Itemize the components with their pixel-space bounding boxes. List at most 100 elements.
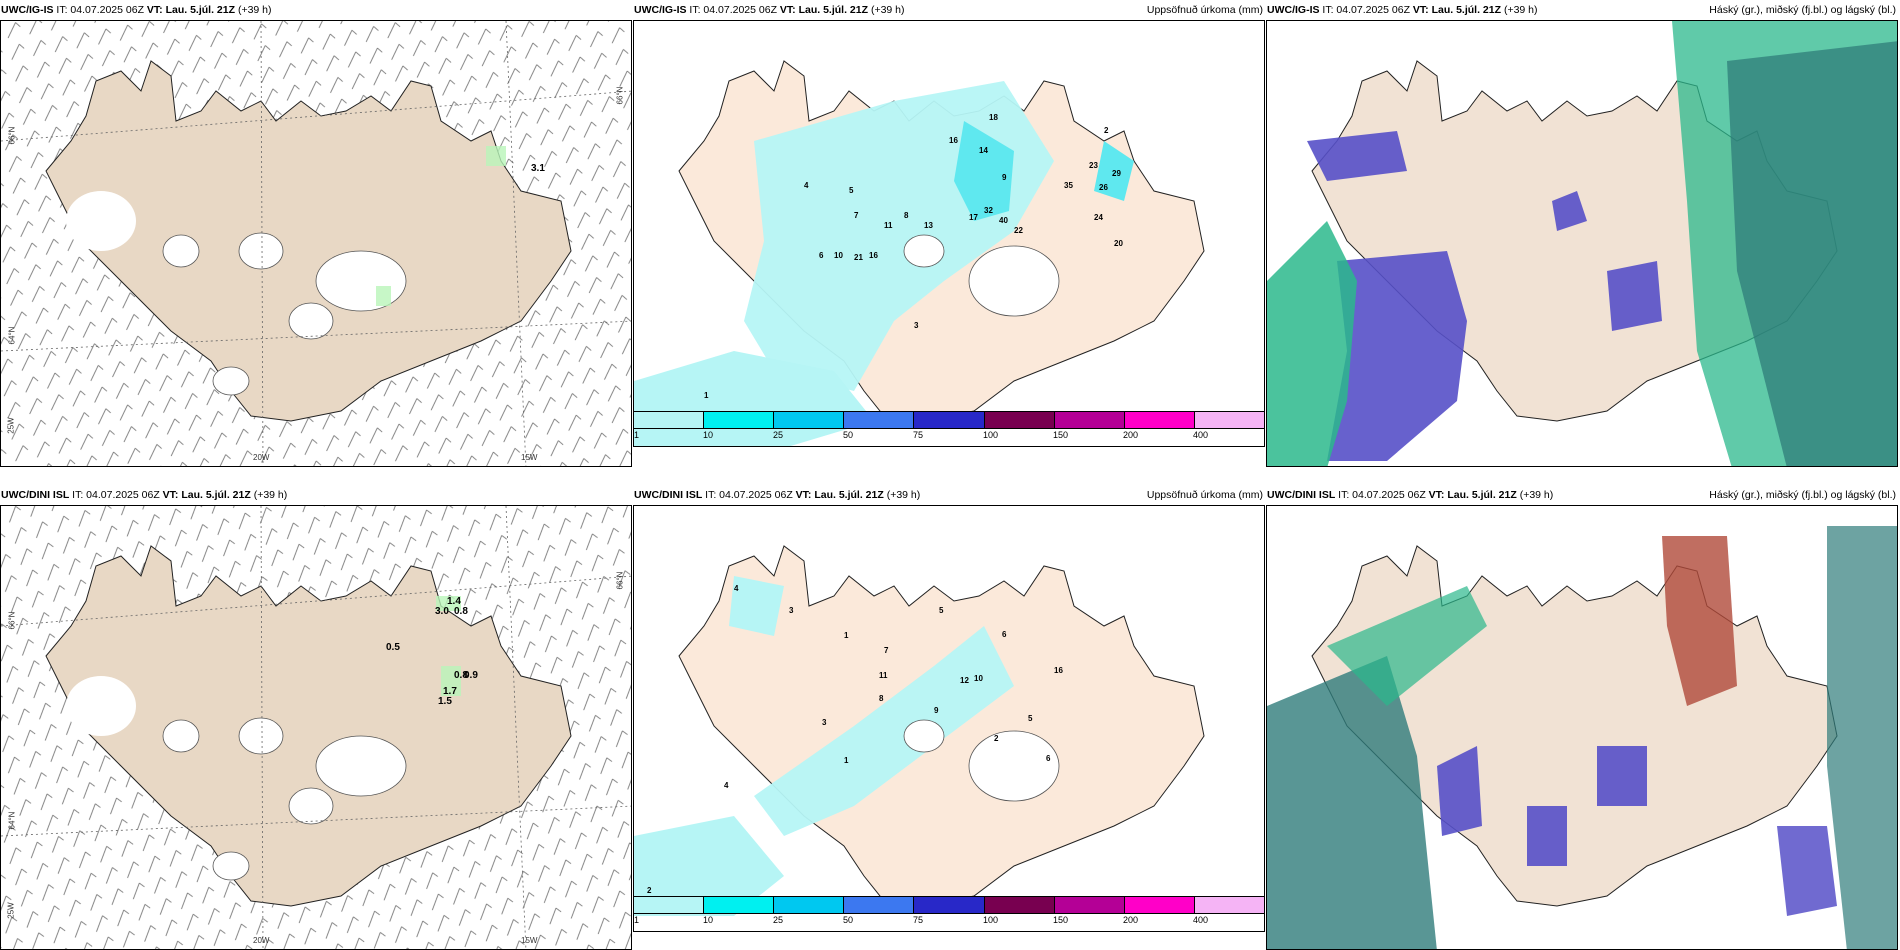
panel-wind-ig-is: UWC/IG-IS IT: 04.07.2025 06Z VT: Lau. 5.… [0, 0, 632, 467]
wind-map: 1.4 3.0 0.8 0.5 0.8 0.9 1.7 1.5 66°N 66°… [0, 505, 632, 950]
valid-time: Lau. 5.júl. 21Z [165, 4, 236, 16]
legend-swatch [704, 897, 775, 913]
lat-label: 64°N [7, 811, 17, 830]
precip-value: 0.8 [454, 670, 468, 681]
legend-swatch [774, 412, 845, 428]
panel-precip-dini: UWC/DINI ISL IT: 04.07.2025 06Z VT: Lau.… [633, 485, 1265, 932]
panel-header: UWC/DINI ISL IT: 04.07.2025 06Z VT: Lau.… [0, 485, 632, 505]
legend-swatch [914, 897, 985, 913]
legend-tick: 400 [1193, 915, 1209, 925]
valid-time: Lau. 5.júl. 21Z [1431, 4, 1502, 16]
lead-time: (+39 h) [870, 4, 905, 16]
lead-time: (+39 h) [886, 489, 921, 501]
init-time: IT: 04.07.2025 06Z [56, 4, 144, 16]
precip-value: 3.1 [531, 163, 545, 174]
lon-label: 20W [253, 453, 270, 462]
precip-label: 2 [647, 886, 652, 895]
valid-time: Lau. 5.júl. 21Z [181, 489, 251, 501]
precip-label: 5 [849, 186, 854, 195]
precip-label: 10 [834, 251, 843, 260]
legend-tick: 100 [983, 430, 999, 440]
precip-label: 6 [1002, 630, 1007, 639]
lat-label: 66°N [7, 126, 17, 145]
precip-legend: 1 10 25 50 75 100 150 200 400 [633, 411, 1265, 445]
legend-tick: 10 [703, 430, 714, 440]
model-name: UWC/DINI ISL [1, 489, 70, 501]
precip-label: 2 [994, 734, 999, 743]
vt-label: VT: [1428, 489, 1445, 501]
panel-clouds-dini: UWC/DINI ISL IT: 04.07.2025 06Z VT: Lau.… [1266, 485, 1898, 950]
lat-label: 66°N [7, 611, 17, 630]
legend-tick: 50 [843, 430, 854, 440]
vt-label: VT: [146, 4, 163, 16]
precip-label: 7 [884, 646, 889, 655]
legend-swatch [1054, 412, 1125, 428]
lon-label: 25W [6, 902, 16, 919]
lat-label: 64°N [7, 326, 17, 345]
panel-header: UWC/IG-IS IT: 04.07.2025 06Z VT: Lau. 5.… [633, 0, 1265, 20]
precip-label: 16 [869, 251, 878, 260]
precip-value: 1.4 [447, 596, 461, 607]
precip-value: 3.0 [435, 606, 449, 617]
precip-label: 20 [1114, 239, 1123, 248]
legend-swatch [984, 412, 1055, 428]
precip-label: 10 [974, 674, 983, 683]
precip-value: 0.9 [464, 670, 478, 681]
legend-swatch [704, 412, 775, 428]
legend-tick: 1 [634, 915, 640, 925]
wind-map: 3.1 66°N 66°N 64°N 20W 15W 25W [0, 20, 632, 467]
precip-label: 11 [879, 671, 888, 680]
precip-label: 3 [789, 606, 794, 615]
model-name: UWC/IG-IS [634, 4, 687, 16]
precip-value: 0.8 [454, 606, 468, 617]
lon-label: 25W [6, 417, 16, 434]
precip-label: 12 [960, 676, 969, 685]
lon-label: 15W [521, 936, 538, 945]
valid-time: Lau. 5.júl. 21Z [798, 4, 869, 16]
model-name: UWC/DINI ISL [634, 489, 703, 501]
legend-swatch [844, 412, 915, 428]
legend-swatch [1194, 412, 1264, 428]
precip-label: 4 [804, 181, 809, 190]
precip-map: 18 32 40 22 35 23 29 26 24 20 16 17 9 21… [633, 20, 1265, 447]
lat-label: 66°N [615, 86, 625, 105]
lat-label: 66°N [615, 571, 625, 590]
precip-label: 8 [904, 211, 909, 220]
precip-label: 23 [1089, 161, 1098, 170]
legend-tick: 75 [913, 915, 924, 925]
precip-label: 29 [1112, 169, 1121, 178]
cloud-map [1266, 20, 1898, 467]
panel-title: Háský (gr.), miðský (fj.bl.) og lágský (… [1709, 4, 1896, 16]
precip-label: 22 [1014, 226, 1023, 235]
precip-value: 1.7 [443, 686, 457, 697]
lead-time: (+39 h) [237, 4, 272, 16]
vt-label: VT: [1412, 4, 1429, 16]
panel-clouds-ig-is: UWC/IG-IS IT: 04.07.2025 06Z VT: Lau. 5.… [1266, 0, 1898, 467]
precip-value: 1.5 [438, 696, 452, 707]
panel-title: Háský (gr.), miðský (fj.bl.) og lágský (… [1709, 489, 1896, 501]
precip-label: 13 [924, 221, 933, 230]
legend-tick: 25 [773, 430, 784, 440]
precip-label: 4 [724, 781, 729, 790]
iceland-map-wind [1, 506, 631, 949]
precip-label: 14 [979, 146, 988, 155]
vt-label: VT: [795, 489, 812, 501]
legend-tick: 1 [634, 430, 640, 440]
iceland-map-clouds [1267, 21, 1897, 466]
precip-label: 16 [1054, 666, 1063, 675]
precip-label: 5 [939, 606, 944, 615]
panel-wind-dini: UWC/DINI ISL IT: 04.07.2025 06Z VT: Lau.… [0, 485, 632, 950]
model-name: UWC/IG-IS [1267, 4, 1320, 16]
precip-label: 16 [949, 136, 958, 145]
lead-time: (+39 h) [1519, 489, 1554, 501]
valid-time: Lau. 5.júl. 21Z [1447, 489, 1517, 501]
precip-label: 32 [984, 206, 993, 215]
legend-swatch [1194, 897, 1264, 913]
precip-label: 18 [989, 113, 998, 122]
legend-swatch [634, 412, 705, 428]
panel-precip-ig-is: UWC/IG-IS IT: 04.07.2025 06Z VT: Lau. 5.… [633, 0, 1265, 447]
legend-tick: 150 [1053, 915, 1069, 925]
precip-label: 3 [822, 718, 827, 727]
legend-color-bar [633, 411, 1265, 429]
init-time: IT: 04.07.2025 06Z [1322, 4, 1410, 16]
